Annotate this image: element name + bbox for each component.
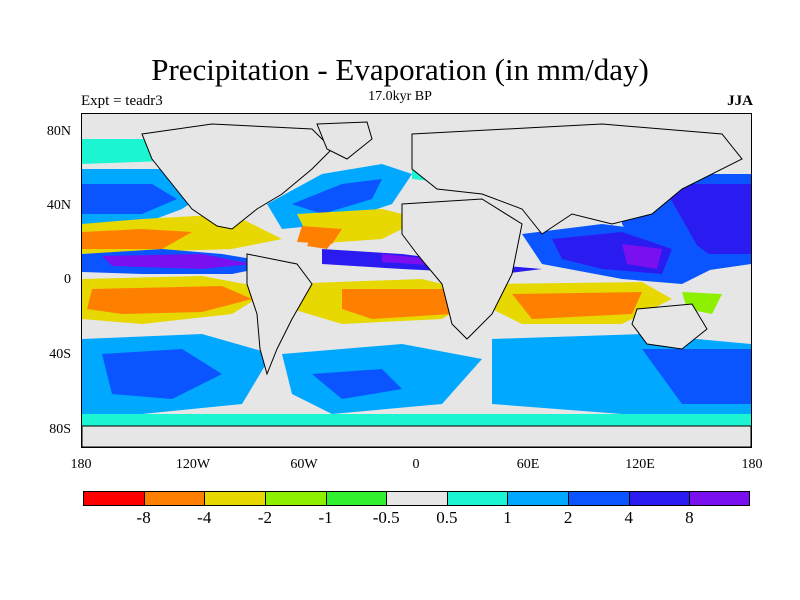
season-label: JJA bbox=[727, 93, 753, 109]
colorbar-swatch bbox=[83, 491, 145, 506]
colorbar-swatch bbox=[204, 491, 266, 506]
lat-label-0: 0 bbox=[64, 272, 71, 287]
colorbar-swatch bbox=[628, 491, 690, 506]
colorbar-label: 1 bbox=[503, 508, 512, 527]
colorbar-label: -8 bbox=[136, 508, 151, 527]
colorbar-label: 8 bbox=[685, 508, 694, 527]
lat-label-40s: 40S bbox=[49, 347, 71, 362]
lat-label-80s: 80S bbox=[49, 422, 71, 437]
lon-label-0: 0 bbox=[412, 457, 420, 472]
colorbar-swatch bbox=[325, 491, 387, 506]
colorbar-label: -0.5 bbox=[372, 508, 400, 527]
colorbar-swatch bbox=[264, 491, 327, 506]
lon-label-180w: 180 bbox=[70, 457, 92, 472]
colorbar-swatch bbox=[446, 491, 508, 506]
lat-label-40n: 40N bbox=[46, 198, 71, 213]
lon-label-60w: 60W bbox=[290, 457, 318, 472]
map-subtitle: 17.0kyr BP bbox=[368, 89, 432, 104]
colorbar-label: -2 bbox=[257, 508, 272, 527]
lon-label-180e: 180 bbox=[741, 457, 763, 472]
experiment-label: Expt = teadr3 bbox=[81, 93, 163, 109]
colorbar-label: -1 bbox=[318, 508, 333, 527]
continents bbox=[82, 121, 751, 447]
lat-label-80n: 80N bbox=[46, 124, 71, 139]
colorbar-label: 0.5 bbox=[436, 508, 458, 527]
colorbar-swatch bbox=[386, 491, 448, 506]
precip-field bbox=[82, 139, 751, 426]
colorbar-swatch bbox=[507, 491, 569, 506]
colorbar-label: 2 bbox=[563, 508, 573, 527]
map-field bbox=[82, 114, 751, 447]
colorbar-swatch bbox=[689, 491, 750, 506]
lon-label-60e: 60E bbox=[516, 457, 540, 472]
colorbar-swatch bbox=[143, 491, 205, 506]
colorbar-label: -4 bbox=[197, 508, 212, 527]
colorbar-swatch bbox=[568, 491, 630, 506]
colorbar-label: 4 bbox=[624, 508, 633, 527]
precipitation-evaporation-map bbox=[81, 113, 752, 448]
lon-label-120e: 120E bbox=[625, 457, 655, 472]
map-title: Precipitation - Evaporation (in mm/day) bbox=[151, 52, 649, 87]
lon-label-120w: 120W bbox=[175, 457, 211, 472]
